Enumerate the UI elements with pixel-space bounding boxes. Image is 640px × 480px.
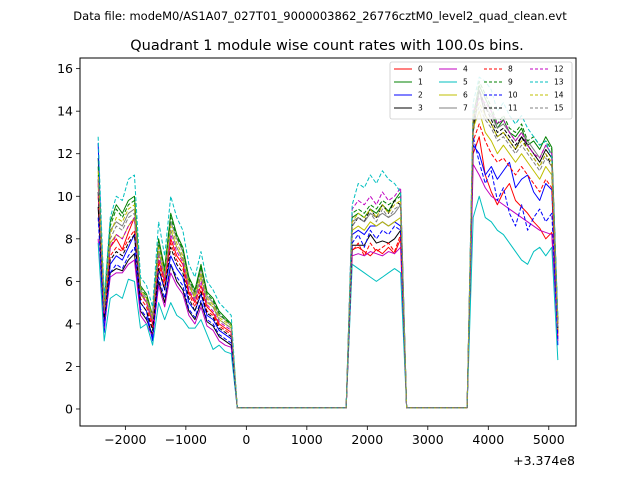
legend-label-12: 12 [554, 65, 564, 74]
legend-label-0: 0 [418, 65, 423, 74]
series-line-12 [97, 97, 559, 409]
x-tick-label: 2000 [351, 432, 383, 447]
x-tick-label: −2000 [104, 432, 146, 447]
y-tick-label: 2 [65, 359, 73, 374]
x-tick-label: 1000 [291, 432, 323, 447]
legend-label-9: 9 [508, 78, 513, 87]
y-tick-label: 6 [65, 274, 73, 289]
legend-label-13: 13 [554, 78, 564, 87]
y-axis-ticks: 0 2 4 6 8 10 12 14 16 [57, 61, 80, 416]
y-tick-label: 10 [57, 189, 73, 204]
y-tick-label: 14 [57, 104, 73, 119]
legend-label-15: 15 [554, 104, 564, 113]
legend-label-11: 11 [508, 104, 518, 113]
x-tick-label: 4000 [472, 432, 504, 447]
chart-supertitle: Data file: modeM0/AS1A07_027T01_90000038… [73, 9, 567, 23]
x-tick-label: 5000 [533, 432, 565, 447]
x-axis-ticks: −2000 −1000 0 1000 2000 3000 4000 5000 [104, 426, 565, 447]
legend-label-1: 1 [418, 78, 423, 87]
legend-label-6: 6 [463, 91, 468, 100]
legend-label-2: 2 [418, 91, 423, 100]
chart-title: Quadrant 1 module wise count rates with … [130, 38, 524, 54]
y-tick-label: 12 [57, 146, 73, 161]
legend-label-14: 14 [554, 91, 564, 100]
legend-box [389, 61, 573, 120]
y-tick-label: 8 [65, 231, 73, 246]
legend-label-4: 4 [463, 65, 468, 74]
legend-label-8: 8 [508, 65, 513, 74]
plot-frame [79, 57, 577, 427]
y-tick-label: 16 [57, 61, 73, 76]
series-line-15 [97, 106, 559, 409]
series-line-14 [97, 102, 559, 409]
y-tick-label: 0 [65, 401, 73, 416]
x-offset-label: +3.374e8 [513, 453, 575, 468]
x-tick-label: −1000 [165, 432, 207, 447]
legend-label-3: 3 [418, 104, 423, 113]
legend-label-10: 10 [508, 91, 518, 100]
x-tick-label: 3000 [412, 432, 444, 447]
legend-label-7: 7 [463, 104, 468, 113]
x-tick-label: 0 [242, 432, 250, 447]
y-tick-label: 4 [65, 316, 73, 331]
series-line-11 [97, 89, 559, 409]
legend-label-5: 5 [463, 78, 468, 87]
series-layer [97, 76, 559, 409]
